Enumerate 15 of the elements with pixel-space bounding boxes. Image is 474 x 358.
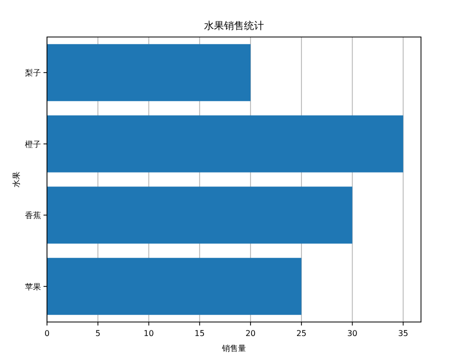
y-axis-title: 水果 [12,172,21,188]
x-tick-label: 20 [245,329,256,338]
x-tick-label: 10 [144,329,154,338]
x-tick-label: 25 [296,329,307,338]
x-tick-label: 30 [347,329,358,338]
y-tick-label: 梨子 [25,68,41,78]
x-tick-label: 35 [398,329,408,338]
y-tick-label: 橙子 [25,140,41,149]
x-tick-label: 15 [194,329,205,338]
y-tick-label: 香蕉 [25,211,41,220]
chart-title: 水果销售统计 [204,20,264,32]
x-axis-title: 销售量 [221,344,246,353]
x-tick-label: 0 [44,329,50,338]
y-tick-label: 苹果 [25,282,41,292]
x-tick-label: 5 [95,329,100,338]
